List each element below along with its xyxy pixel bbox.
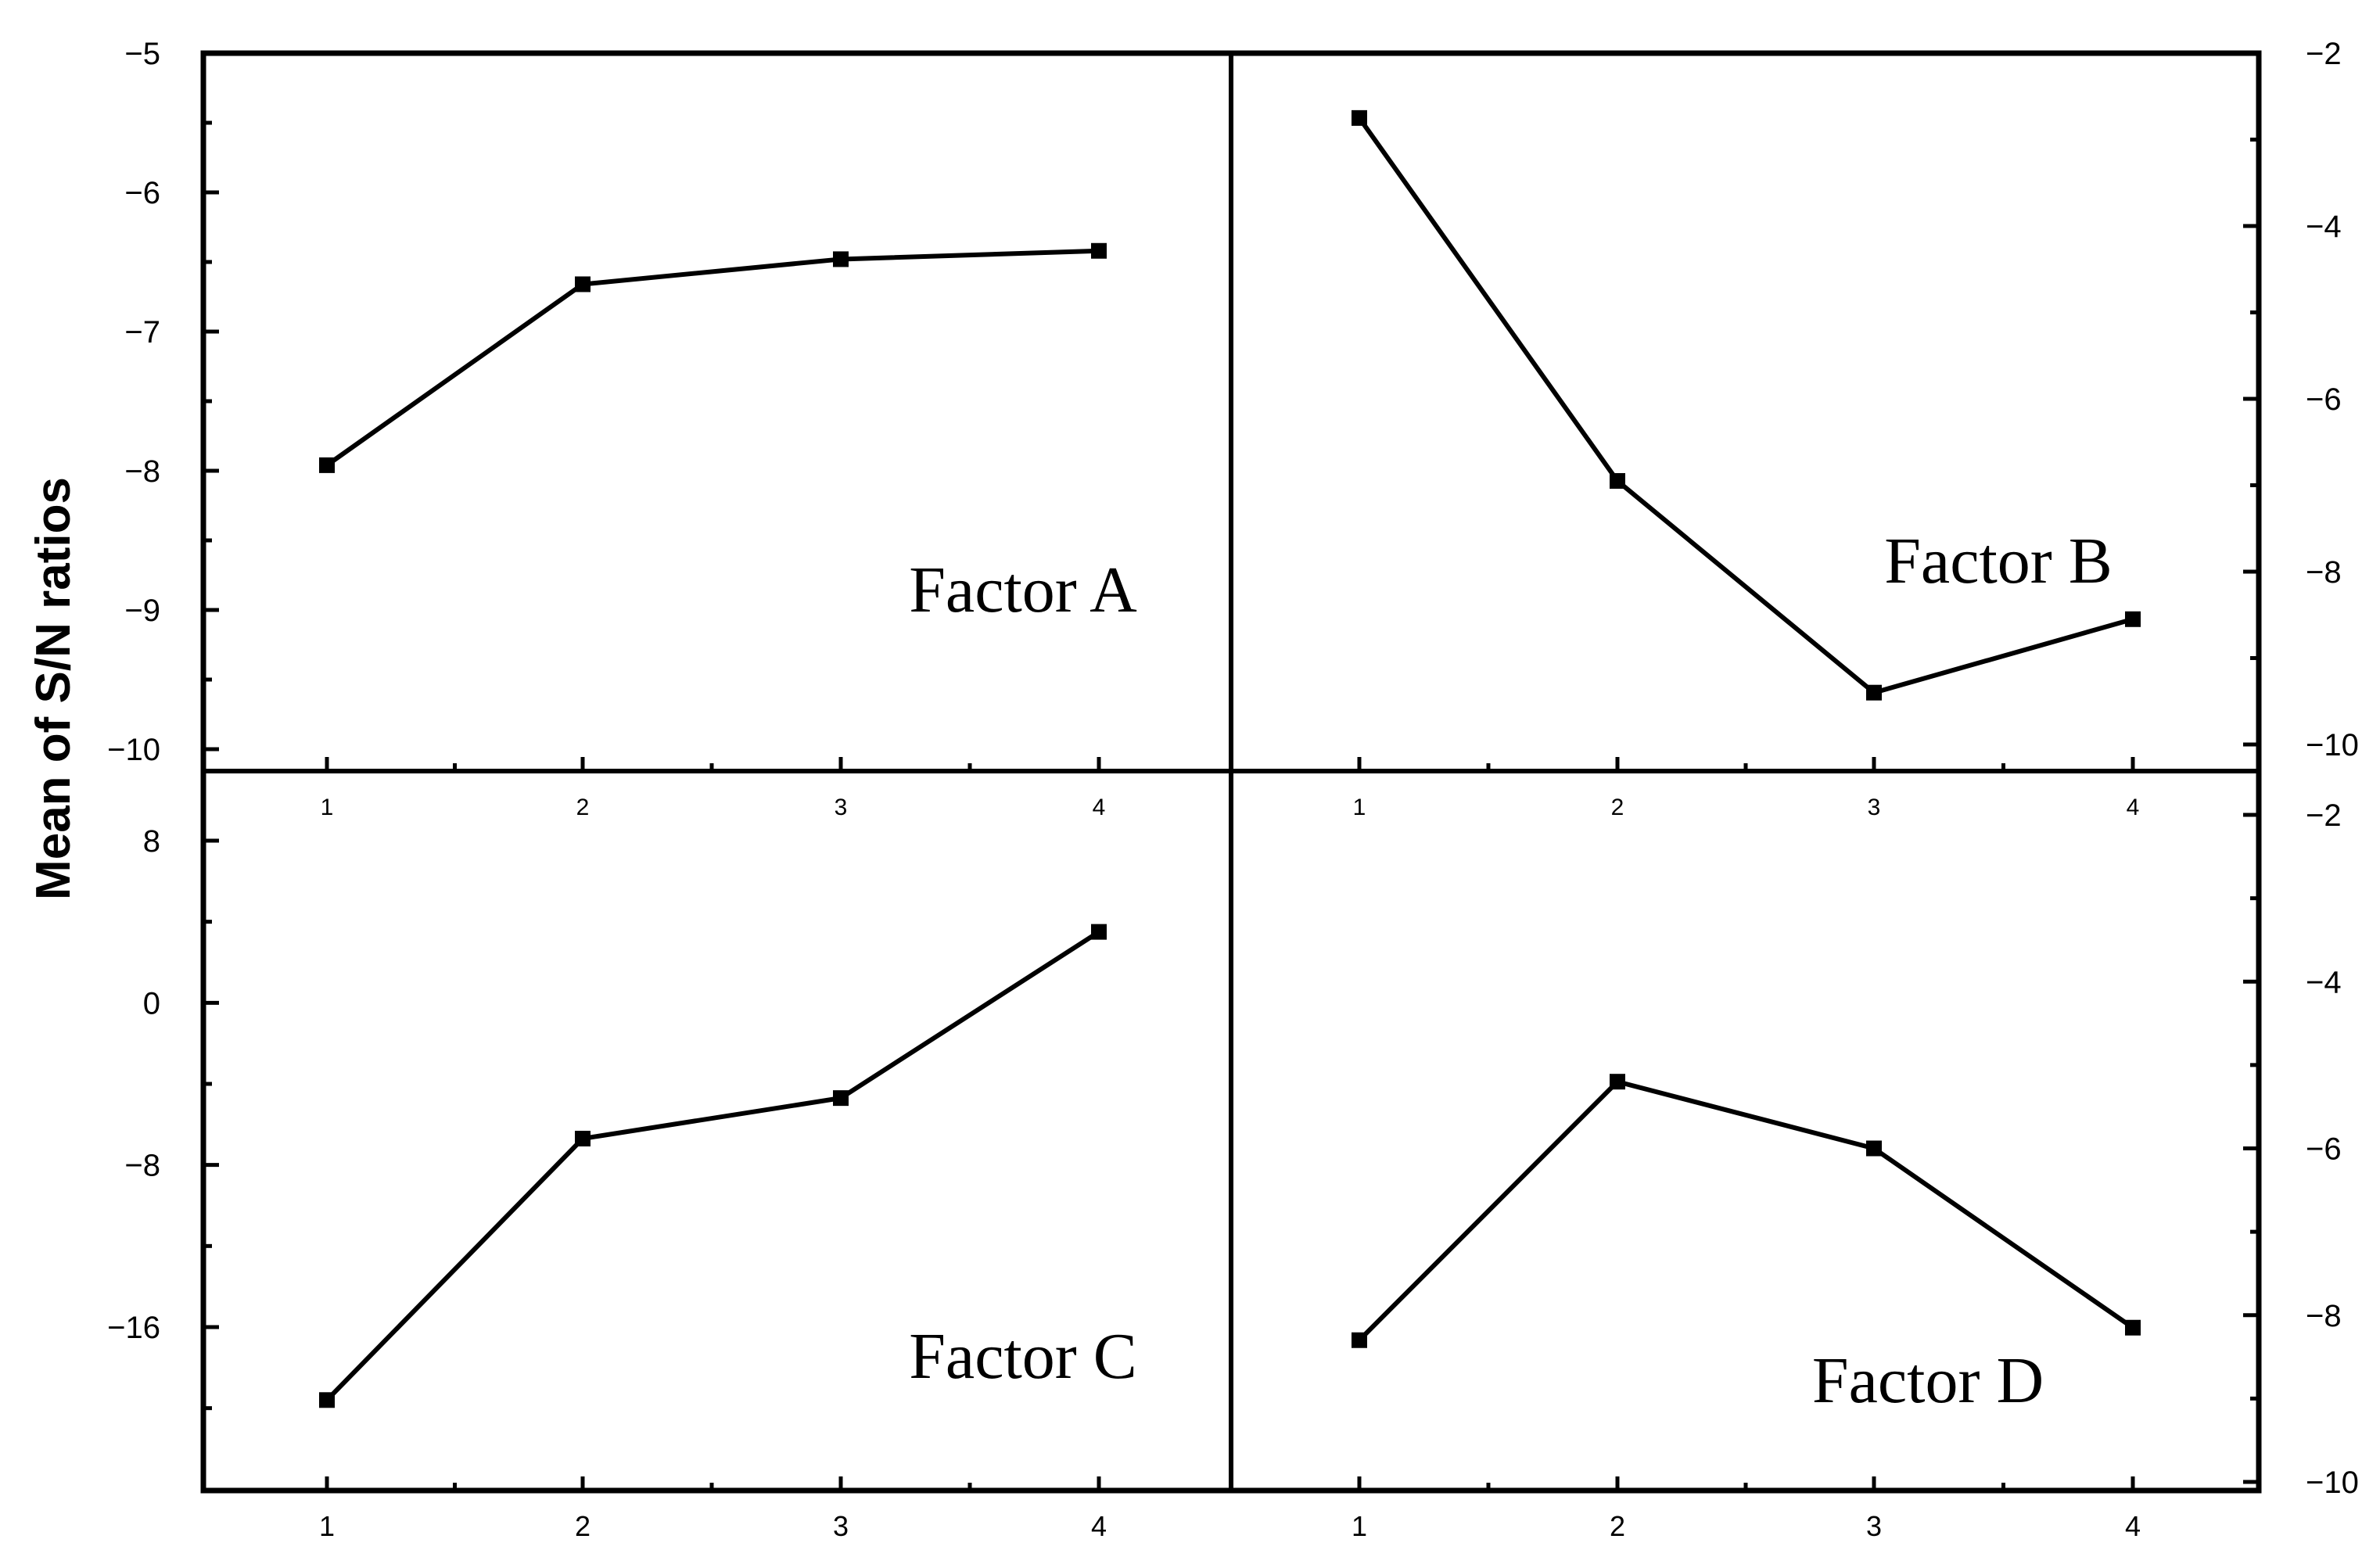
- x-tick-label: 4: [2127, 795, 2140, 820]
- x-tick-label: 4: [1091, 1510, 1107, 1542]
- panel-title: Factor D: [1812, 1344, 2044, 1417]
- y-tick-label: 8: [143, 824, 160, 859]
- x-tick-label: 4: [2125, 1510, 2141, 1542]
- data-point: [1352, 1332, 1367, 1348]
- y-tick-label: −8: [2306, 1299, 2342, 1333]
- y-tick-label: −8: [124, 454, 160, 489]
- x-tick-label: 2: [575, 1510, 591, 1542]
- y-tick-label: −4: [2306, 965, 2342, 999]
- y-tick-label: −9: [124, 594, 160, 628]
- y-tick-label: −8: [2306, 555, 2342, 590]
- y-tick-label: −4: [2306, 210, 2342, 244]
- y-tick-label: 0: [143, 986, 160, 1021]
- chart-tick-labels: −5 −6 −7 −8 −9 −10 1 2 3 4 −2 −4 −6 −8 −10 1 2 3 4 8 0 −8 −16 1…: [107, 37, 2359, 1542]
- x-tick-label: 1: [321, 795, 334, 820]
- data-point: [575, 276, 591, 292]
- chart-series: [319, 109, 2141, 1408]
- data-point: [575, 1130, 591, 1146]
- data-point: [2125, 1319, 2141, 1336]
- y-tick-label: −7: [124, 315, 160, 350]
- data-point: [1091, 924, 1107, 940]
- x-tick-label: 1: [1353, 795, 1366, 820]
- data-point: [1610, 1074, 1625, 1090]
- panel-title: Factor A: [909, 554, 1137, 626]
- chart-ticks: [203, 51, 2259, 1491]
- data-point: [1866, 684, 1882, 701]
- data-point: [1866, 1140, 1882, 1157]
- data-point: [1610, 472, 1625, 489]
- x-tick-label: 3: [835, 795, 848, 820]
- y-tick-label: −16: [107, 1311, 160, 1345]
- x-tick-label: 1: [1352, 1510, 1367, 1542]
- x-tick-label: 3: [833, 1510, 849, 1542]
- data-point: [319, 457, 335, 473]
- y-tick-label: −2: [2306, 37, 2342, 71]
- data-point: [833, 251, 849, 267]
- y-tick-label: −10: [107, 733, 160, 767]
- chart-panel-titles: Factor A Factor B Factor C Factor D: [909, 525, 2113, 1417]
- x-tick-label: 2: [576, 795, 590, 820]
- y-tick-label: −10: [2306, 1466, 2359, 1500]
- y-tick-label: −6: [124, 176, 160, 210]
- data-point: [833, 1090, 849, 1107]
- x-tick-label: 4: [1093, 795, 1106, 820]
- chart-axes: [200, 50, 2262, 1494]
- y-tick-label: −6: [2306, 382, 2342, 417]
- panel-title: Factor B: [1884, 525, 2113, 597]
- series-line-3: [325, 930, 1100, 1402]
- x-tick-label: 3: [1866, 1510, 1882, 1542]
- data-point: [2125, 611, 2141, 627]
- y-tick-label: −6: [2306, 1132, 2342, 1167]
- data-point: [319, 1392, 335, 1408]
- series-line-1: [325, 248, 1100, 468]
- x-tick-label: 1: [319, 1510, 335, 1542]
- y-tick-label: −2: [2306, 798, 2342, 833]
- panel-title: Factor C: [909, 1320, 1137, 1393]
- x-tick-label: 2: [1611, 795, 1624, 820]
- data-point: [1091, 242, 1107, 259]
- x-tick-label: 2: [1610, 1510, 1625, 1542]
- data-point: [1352, 109, 1367, 126]
- x-tick-label: 3: [1868, 795, 1881, 820]
- y-tick-label: −5: [124, 37, 160, 71]
- series-line-2: [1357, 117, 2134, 696]
- series-line-4: [1357, 1078, 2134, 1342]
- y-tick-label: −8: [124, 1149, 160, 1183]
- y-tick-label: −10: [2306, 728, 2359, 762]
